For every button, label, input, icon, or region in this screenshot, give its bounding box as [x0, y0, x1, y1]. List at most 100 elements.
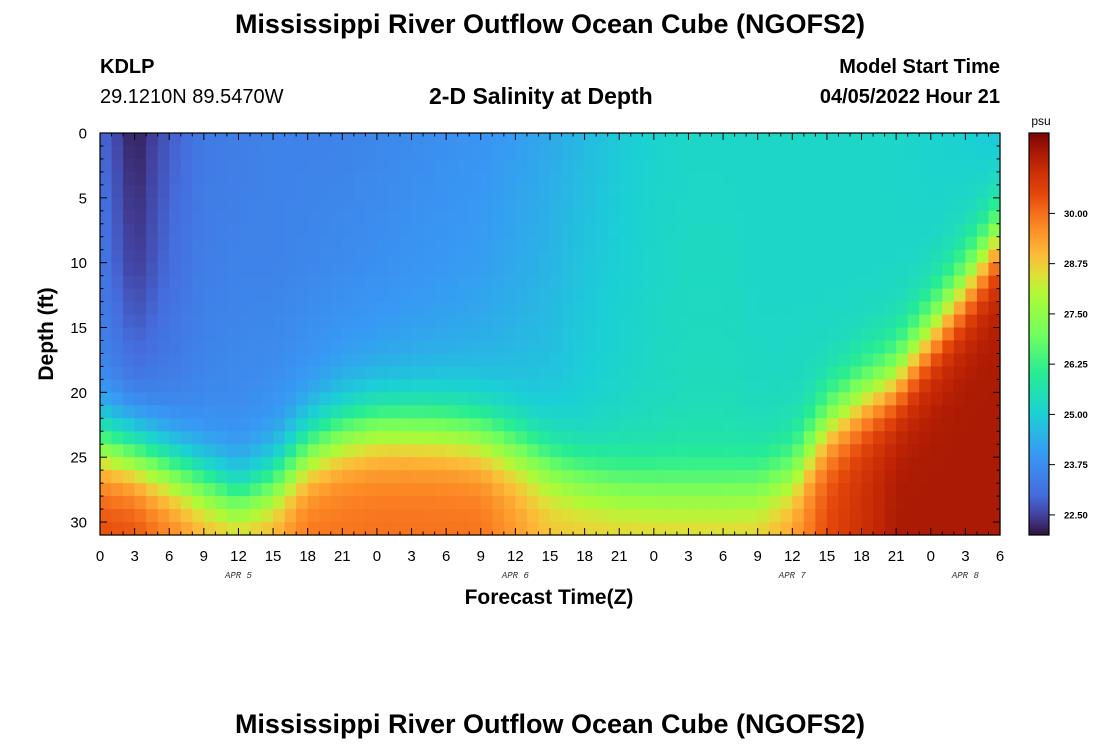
heatmap-cell [353, 301, 366, 316]
heatmap-cell [434, 483, 447, 497]
heatmap-cell [180, 158, 193, 173]
heatmap-cell [180, 210, 193, 225]
heatmap-cell [861, 457, 874, 471]
heatmap-cell [492, 340, 505, 355]
x-tick-label: 12 [230, 548, 247, 565]
heatmap-cell [815, 288, 828, 303]
heatmap-cell [146, 197, 159, 212]
heatmap-cell [526, 301, 540, 316]
heatmap-cell [942, 236, 955, 251]
heatmap-cell [411, 366, 424, 380]
heatmap-cell [400, 158, 413, 173]
heatmap-cell [826, 444, 840, 458]
heatmap-cell [434, 184, 447, 199]
heatmap-cell [180, 353, 193, 368]
heatmap-cell [134, 379, 147, 393]
heatmap-cell [884, 301, 897, 316]
heatmap-cell [988, 158, 1001, 173]
heatmap-cell [607, 236, 620, 251]
heatmap-cell [711, 379, 724, 393]
heatmap-cell [826, 301, 840, 316]
heatmap-cell [457, 392, 470, 406]
heatmap-cell [457, 366, 470, 380]
heatmap-cell [284, 340, 297, 355]
heatmap-cell [342, 158, 355, 173]
heatmap-cell [550, 340, 563, 355]
heatmap-cell [953, 223, 966, 238]
heatmap-cell [757, 405, 770, 419]
heatmap-cell [411, 301, 424, 316]
heatmap-cell [400, 379, 413, 393]
heatmap-cell [342, 197, 355, 212]
heatmap-cell [873, 197, 886, 212]
heatmap-cell [965, 327, 978, 342]
heatmap-cell [665, 392, 678, 406]
heatmap-cell [203, 392, 216, 406]
heatmap-cell [376, 236, 390, 251]
heatmap-cell [850, 288, 863, 303]
heatmap-cell [250, 262, 263, 277]
heatmap-cell [550, 353, 563, 368]
heatmap-cell [896, 366, 909, 380]
heatmap-cell [365, 301, 378, 316]
heatmap-cell [930, 366, 943, 380]
heatmap-cell [238, 444, 251, 458]
heatmap-cell [792, 353, 805, 368]
heatmap-cell [469, 327, 482, 342]
heatmap-cell [353, 262, 366, 277]
heatmap-cell [526, 353, 540, 368]
heatmap-cell [157, 236, 170, 251]
heatmap-cell [134, 288, 147, 303]
heatmap-cell [850, 496, 863, 510]
heatmap-cell [676, 145, 690, 160]
heatmap-cell [665, 522, 678, 536]
heatmap-cell [723, 236, 736, 251]
heatmap-cell [676, 158, 690, 173]
heatmap-cell [111, 392, 124, 406]
heatmap-cell [526, 236, 540, 251]
heatmap-cell [596, 223, 609, 238]
heatmap-cell [757, 210, 770, 225]
heatmap-cell [838, 262, 851, 277]
heatmap-cell [676, 301, 690, 316]
heatmap-cell [503, 327, 516, 342]
heatmap-cell [596, 405, 609, 419]
heatmap-cell [953, 275, 966, 290]
heatmap-cell [780, 457, 793, 471]
heatmap-cell [365, 210, 378, 225]
heatmap-cell [757, 184, 770, 199]
heatmap-cell [284, 275, 297, 290]
heatmap-cell [607, 457, 620, 471]
heatmap-cell [907, 236, 920, 251]
heatmap-cell [157, 301, 170, 316]
heatmap-cell [826, 133, 840, 147]
heatmap-cell [596, 431, 609, 445]
heatmap-cell [146, 470, 159, 484]
heatmap-cell [700, 483, 713, 497]
heatmap-cell [284, 223, 297, 238]
heatmap-cell [769, 210, 782, 225]
heatmap-cell [123, 171, 136, 186]
heatmap-cell [319, 171, 332, 186]
heatmap-cell [642, 457, 655, 471]
heatmap-cell [503, 496, 516, 510]
heatmap-cell [630, 301, 643, 316]
heatmap-cell [238, 314, 251, 329]
heatmap-cell [342, 288, 355, 303]
heatmap-cell [838, 340, 851, 355]
heatmap-cell [919, 418, 932, 432]
heatmap-cell [769, 197, 782, 212]
heatmap-cell [492, 301, 505, 316]
heatmap-cell [388, 366, 401, 380]
heatmap-cell [169, 457, 182, 471]
heatmap-cell [273, 444, 286, 458]
heatmap-cell [688, 392, 701, 406]
heatmap-cell [838, 431, 851, 445]
heatmap-cell [861, 327, 874, 342]
heatmap-cell [457, 522, 470, 536]
heatmap-cell [215, 275, 228, 290]
heatmap-cell [353, 133, 366, 147]
heatmap-cell [284, 197, 297, 212]
heatmap-cell [123, 288, 136, 303]
heatmap-cell [665, 431, 678, 445]
